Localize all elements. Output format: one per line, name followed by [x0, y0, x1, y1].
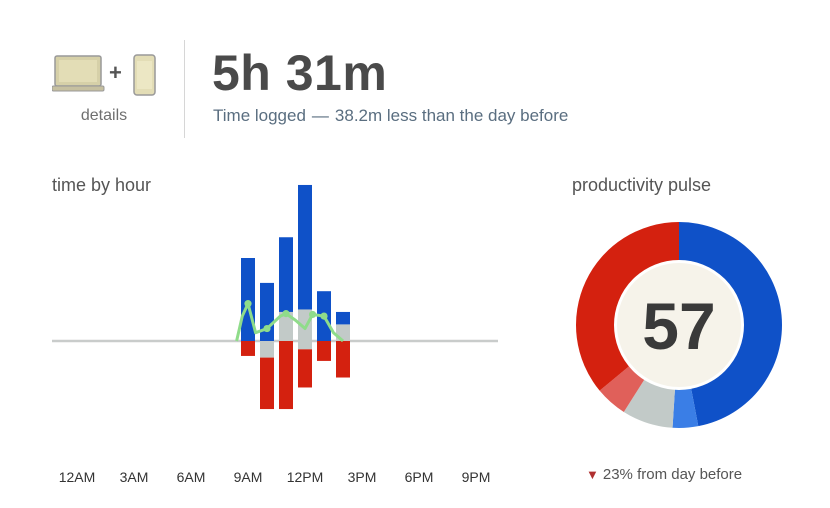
x-tick-label: 12PM [287, 469, 324, 485]
x-tick-label: 9AM [234, 469, 263, 485]
summary-change: 38.2m less than the day before [334, 106, 569, 125]
productivity-pulse-title: productivity pulse [572, 175, 712, 195]
header-divider [184, 40, 185, 138]
trend-point [282, 310, 290, 318]
summary-prefix: Time logged [213, 106, 306, 125]
time-by-hour-chart: 12AM 3AM 6AM 9AM 12PM 3PM 6PM 9PM [52, 184, 498, 485]
x-tick-label: 12AM [59, 469, 96, 485]
bar-distracting [241, 341, 255, 356]
pulse-slice-distracting [576, 222, 679, 391]
time-logged-summary: Time logged — 38.2m less than the day befo… [213, 106, 568, 126]
productivity-pulse-chart: 57 [576, 222, 782, 428]
bar-neutral [298, 309, 312, 341]
bar-productive [241, 258, 255, 341]
time-by-hour-title: time by hour [52, 175, 152, 195]
details-link[interactable]: details [80, 107, 128, 124]
svg-text:+: + [109, 60, 122, 85]
trend-point [263, 324, 271, 333]
x-tick-label: 6AM [177, 469, 206, 485]
pulse-slice-productive-light [672, 387, 699, 428]
trend-point [244, 300, 252, 308]
x-tick-label: 9PM [462, 469, 491, 485]
bar-neutral-down [298, 341, 312, 350]
bar-distracting [298, 349, 312, 388]
pulse-change-note: ▼ 23% from day before [586, 466, 786, 483]
x-tick-label: 3PM [348, 469, 377, 485]
bar-neutral [279, 311, 293, 341]
summary-separator: — [311, 106, 329, 125]
bar-distracting [336, 341, 350, 378]
bar-neutral-down [260, 341, 274, 358]
trend-point [309, 310, 317, 319]
bar-productive [336, 311, 350, 325]
x-tick-label: 3AM [120, 469, 149, 485]
pulse-score: 57 [642, 289, 715, 363]
bar-productive [260, 282, 274, 341]
bar-distracting [260, 357, 274, 410]
pulse-slice-distracting-light [599, 365, 645, 412]
pulse-center [614, 260, 744, 390]
laptop-plus-phone-icon[interactable]: + [52, 52, 162, 100]
bar-distracting [317, 341, 331, 361]
bar-distracting [279, 341, 293, 410]
bar-productive [298, 184, 312, 310]
bar-productive [279, 237, 293, 312]
x-tick-label: 6PM [405, 469, 434, 485]
trend-point [320, 312, 328, 320]
pulse-slice-very-productive [679, 222, 782, 427]
pulse-slice-neutral [623, 379, 675, 428]
arrow-down-icon: ▼ [586, 467, 599, 482]
total-time-logged: 5h 31m [212, 45, 388, 101]
pulse-change-text: 23% from day before [602, 466, 743, 483]
